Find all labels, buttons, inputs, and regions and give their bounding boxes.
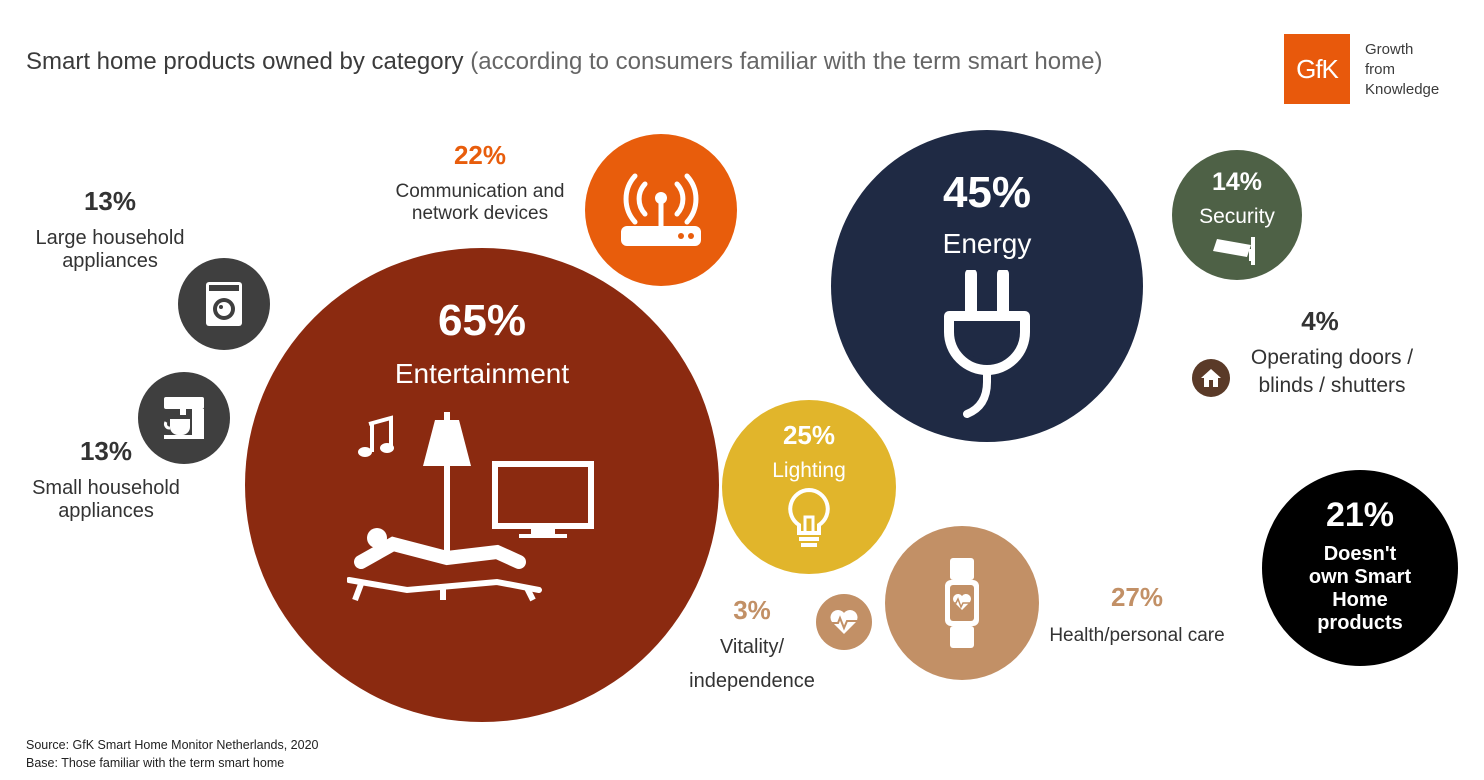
title-subtitle: (according to consumers familiar with th… <box>470 48 1103 75</box>
bubble-doors <box>1192 359 1230 397</box>
small-appliances-label-line: appliances <box>58 500 154 523</box>
vitality-label-line: Vitality/ <box>719 636 785 658</box>
doors-label-line: Operating doors / <box>1250 346 1414 369</box>
title-main: Smart home products owned by category <box>26 48 464 75</box>
doors-label-line: blinds / shutters <box>1258 373 1406 397</box>
doors-text: Operating doors / blinds / shutters <box>1232 346 1432 399</box>
gfk-logo: GfK <box>1284 34 1350 104</box>
tagline-line: Growth <box>1365 41 1414 58</box>
bubble-lighting: 25% Lighting <box>722 400 896 574</box>
communication-label-line: Communication and <box>395 180 565 202</box>
doors-pct-wrap: 4% <box>1290 306 1350 337</box>
lighting-pct: 25% <box>782 420 836 450</box>
doesnt-own-label-line: Home <box>1332 589 1388 611</box>
heart-pulse-icon <box>830 610 858 634</box>
lightbulb-icon <box>788 487 830 547</box>
bubble-vitality <box>816 594 872 650</box>
source-note: Source: GfK Smart Home Monitor Netherlan… <box>26 738 319 752</box>
house-icon <box>1201 369 1221 387</box>
bubble-large-appliances <box>178 258 270 350</box>
smartwatch-icon <box>945 558 979 648</box>
chart-title: Smart home products owned by category (a… <box>26 48 1102 76</box>
communication-text: 22% Communication and network devices <box>370 140 590 225</box>
bubble-health <box>885 526 1039 680</box>
bubble-doesnt-own: 21% Doesn't own Smart Home products <box>1262 470 1458 666</box>
large-appliances-text: 13% Large household appliances <box>10 186 210 274</box>
health-label: Health/personal care <box>1049 624 1225 646</box>
vitality-pct-wrap: 3% <box>722 595 782 626</box>
router-icon <box>621 173 701 246</box>
washing-machine-icon <box>206 282 242 326</box>
communication-pct: 22% <box>453 140 507 170</box>
doors-pct: 4% <box>1301 306 1339 336</box>
communication-label-line: network devices <box>411 203 549 225</box>
security-pct: 14% <box>1211 168 1263 196</box>
energy-pct: 45% <box>942 168 1032 217</box>
doesnt-own-label-line: own Smart <box>1308 566 1412 588</box>
tagline-line: from <box>1365 61 1395 78</box>
energy-label: Energy <box>942 228 1032 259</box>
logo-mark: GfK <box>1296 53 1339 84</box>
security-label: Security <box>1199 205 1275 228</box>
health-text: 27% Health/personal care <box>1034 582 1240 647</box>
bubble-security: 14% Security <box>1172 150 1302 280</box>
small-appliances-pct: 13% <box>79 436 133 466</box>
doesnt-own-pct: 21% <box>1325 496 1395 534</box>
lighting-label: Lighting <box>772 459 846 482</box>
logo-tagline: Growth from Knowledge <box>1365 40 1439 100</box>
large-appliances-label-line: appliances <box>62 250 158 273</box>
vitality-pct: 3% <box>733 595 771 625</box>
base-note: Base: Those familiar with the term smart… <box>26 756 285 770</box>
doesnt-own-label-line: Doesn't <box>1323 543 1397 565</box>
tagline-line: Knowledge <box>1365 81 1440 98</box>
security-camera-icon <box>1213 237 1255 265</box>
coffee-machine-icon <box>163 397 204 439</box>
vitality-text: Vitality/ independence <box>672 636 832 693</box>
entertainment-label: Entertainment <box>394 358 570 389</box>
vitality-label-line: independence <box>689 669 815 692</box>
bubble-communication <box>585 134 737 286</box>
bubble-energy: 45% Energy <box>831 130 1143 442</box>
plug-icon <box>944 270 1030 418</box>
small-appliances-label-line: Small household <box>32 476 180 499</box>
doesnt-own-label-line: products <box>1317 612 1403 634</box>
entertainment-pct: 65% <box>437 296 527 345</box>
lounge-chair-tv-icon <box>347 412 594 602</box>
bubble-small-appliances <box>138 372 230 464</box>
health-pct: 27% <box>1110 582 1164 612</box>
small-appliances-text: 13% Small household appliances <box>6 436 206 524</box>
large-appliances-pct: 13% <box>83 186 137 216</box>
bubble-entertainment: 65% Entertainment <box>245 248 719 722</box>
large-appliances-label-line: Large household <box>35 226 185 249</box>
